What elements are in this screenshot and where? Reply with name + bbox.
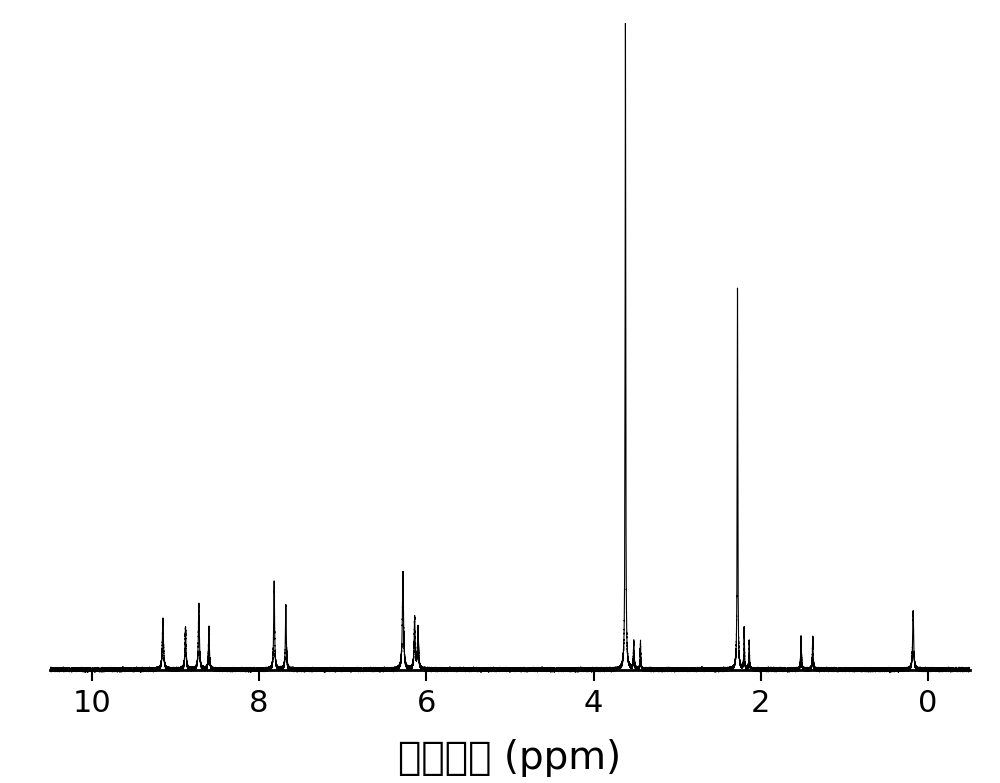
X-axis label: 化学位移 (ppm): 化学位移 (ppm): [398, 739, 622, 777]
